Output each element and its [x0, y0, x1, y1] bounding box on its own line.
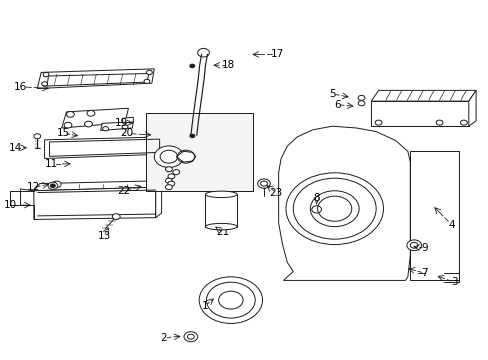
Polygon shape — [61, 108, 128, 128]
Bar — [409, 151, 458, 280]
Text: 18: 18 — [222, 60, 235, 70]
Text: 22: 22 — [117, 186, 130, 196]
Polygon shape — [156, 181, 161, 218]
Text: 11: 11 — [45, 159, 59, 169]
Circle shape — [189, 134, 194, 138]
Circle shape — [52, 181, 61, 188]
Circle shape — [43, 72, 49, 77]
Circle shape — [406, 240, 421, 251]
Text: 21: 21 — [216, 227, 229, 237]
Ellipse shape — [205, 191, 237, 198]
Circle shape — [374, 120, 381, 125]
Circle shape — [285, 173, 383, 244]
Text: 6: 6 — [333, 100, 340, 110]
Polygon shape — [34, 187, 156, 220]
Text: 15: 15 — [57, 129, 70, 138]
Polygon shape — [468, 90, 475, 126]
Circle shape — [50, 184, 55, 188]
Circle shape — [183, 332, 197, 342]
Circle shape — [84, 121, 92, 127]
Circle shape — [187, 334, 194, 339]
Text: 13: 13 — [97, 231, 110, 240]
Ellipse shape — [205, 224, 237, 230]
Text: 8: 8 — [313, 193, 319, 203]
Circle shape — [41, 82, 47, 86]
Text: 10: 10 — [4, 200, 17, 210]
Circle shape — [144, 79, 150, 84]
Circle shape — [260, 181, 267, 186]
Polygon shape — [101, 122, 133, 131]
Text: 16: 16 — [14, 82, 27, 92]
Circle shape — [310, 191, 358, 226]
Bar — [146, 113, 253, 192]
Text: 1: 1 — [202, 301, 208, 311]
Circle shape — [64, 122, 72, 128]
Text: 2: 2 — [161, 333, 167, 343]
Circle shape — [102, 127, 108, 131]
Text: 3: 3 — [450, 277, 457, 287]
Circle shape — [154, 146, 183, 167]
Text: 23: 23 — [269, 188, 282, 198]
Circle shape — [460, 120, 467, 125]
Polygon shape — [370, 101, 468, 126]
Text: 17: 17 — [270, 49, 283, 59]
Circle shape — [66, 112, 74, 117]
Circle shape — [311, 206, 321, 213]
Text: 12: 12 — [27, 182, 41, 192]
Circle shape — [409, 242, 417, 248]
Circle shape — [435, 120, 442, 125]
Circle shape — [165, 185, 172, 190]
Circle shape — [357, 101, 364, 106]
Polygon shape — [176, 151, 195, 162]
Circle shape — [199, 277, 262, 323]
Circle shape — [34, 134, 41, 139]
Circle shape — [146, 70, 152, 75]
Text: 14: 14 — [9, 143, 22, 153]
Circle shape — [357, 95, 364, 100]
Circle shape — [122, 125, 128, 129]
Text: 20: 20 — [120, 129, 133, 138]
Polygon shape — [122, 117, 133, 123]
Bar — [205, 194, 237, 226]
Circle shape — [165, 167, 172, 172]
Polygon shape — [34, 181, 161, 191]
Circle shape — [112, 214, 120, 220]
Polygon shape — [370, 90, 475, 101]
Circle shape — [87, 111, 95, 116]
Polygon shape — [37, 69, 154, 89]
Circle shape — [172, 170, 179, 175]
Text: 19: 19 — [115, 118, 128, 128]
Text: 9: 9 — [421, 243, 427, 253]
Circle shape — [218, 291, 243, 309]
Circle shape — [167, 181, 174, 186]
Circle shape — [48, 182, 58, 189]
Text: 4: 4 — [447, 220, 454, 230]
Text: 5: 5 — [328, 89, 335, 99]
Polygon shape — [278, 126, 409, 280]
Circle shape — [165, 178, 172, 183]
Circle shape — [257, 179, 270, 188]
Text: 7: 7 — [421, 268, 427, 278]
Circle shape — [189, 64, 194, 68]
Polygon shape — [44, 137, 162, 158]
Circle shape — [167, 174, 174, 179]
